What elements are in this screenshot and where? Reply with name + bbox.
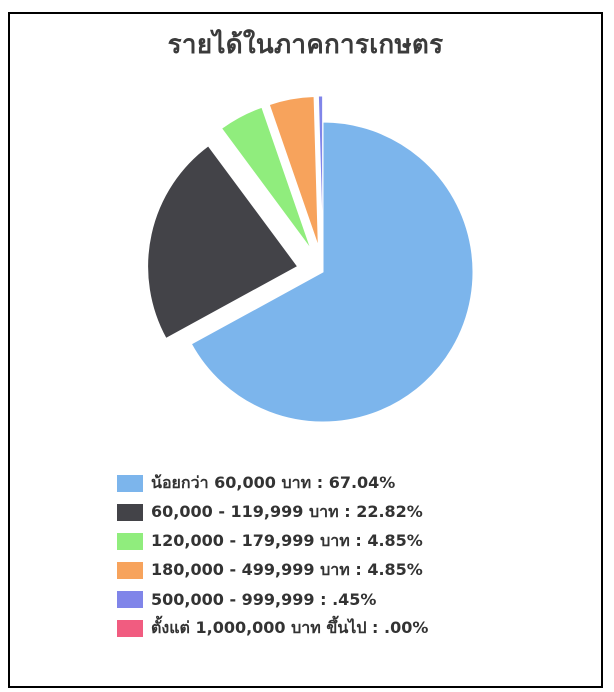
- pie-slice[interactable]: [268, 95, 319, 247]
- pie-slice[interactable]: [190, 121, 474, 423]
- chart-frame: รายได้ในภาคการเกษตร น้อยกว่า 60,000 บาท …: [8, 12, 603, 688]
- legend-swatch: [117, 591, 143, 608]
- legend-item[interactable]: 500,000 - 999,999 : .45%: [117, 585, 428, 614]
- legend-label: 180,000 - 499,999 บาท : 4.85%: [151, 560, 423, 579]
- chart-legend: น้อยกว่า 60,000 บาท : 67.04% 60,000 - 11…: [117, 469, 428, 643]
- legend-label: 120,000 - 179,999 บาท : 4.85%: [151, 531, 423, 550]
- legend-swatch: [117, 475, 143, 492]
- legend-item[interactable]: 120,000 - 179,999 บาท : 4.85%: [117, 527, 428, 556]
- legend-item[interactable]: ตั้งแต่ 1,000,000 บาท ขึ้นไป : .00%: [117, 614, 428, 643]
- pie-chart: [147, 95, 474, 423]
- pie-slice[interactable]: [220, 106, 312, 250]
- pie-slice[interactable]: [147, 145, 299, 340]
- legend-item[interactable]: 180,000 - 499,999 บาท : 4.85%: [117, 556, 428, 585]
- legend-label: 60,000 - 119,999 บาท : 22.82%: [151, 502, 423, 521]
- legend-label: 500,000 - 999,999 : .45%: [151, 590, 377, 609]
- legend-swatch: [117, 562, 143, 579]
- legend-swatch: [117, 533, 143, 550]
- legend-label: น้อยกว่า 60,000 บาท : 67.04%: [151, 473, 396, 492]
- legend-swatch: [117, 504, 143, 521]
- legend-item[interactable]: 60,000 - 119,999 บาท : 22.82%: [117, 498, 428, 527]
- legend-swatch: [117, 620, 143, 637]
- legend-label: ตั้งแต่ 1,000,000 บาท ขึ้นไป : .00%: [151, 618, 429, 637]
- legend-item[interactable]: น้อยกว่า 60,000 บาท : 67.04%: [117, 469, 428, 498]
- pie-slice[interactable]: [317, 95, 324, 247]
- chart-title: รายได้ในภาคการเกษตร: [167, 30, 444, 60]
